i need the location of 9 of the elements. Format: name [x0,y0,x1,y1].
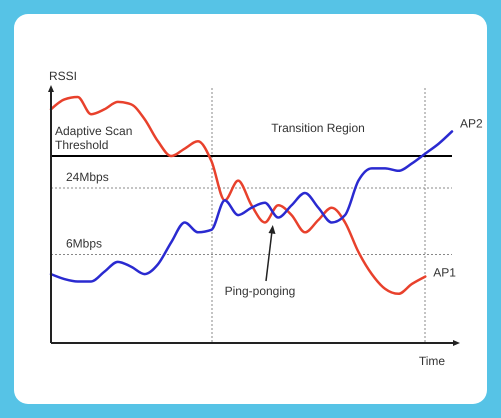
annotation: Ping-ponging [224,284,296,298]
annotation: Transition Region [271,121,365,135]
series-label: AP2 [460,116,484,130]
ref-line-label: 24Mbps [66,170,109,184]
x-axis-title: Time [418,354,446,368]
ref-line-label: 6Mbps [66,236,102,250]
series-label: AP1 [433,266,456,280]
ref-line-label: Adaptive Scan Threshold [55,124,132,152]
y-axis-title: RSSI [49,69,78,83]
